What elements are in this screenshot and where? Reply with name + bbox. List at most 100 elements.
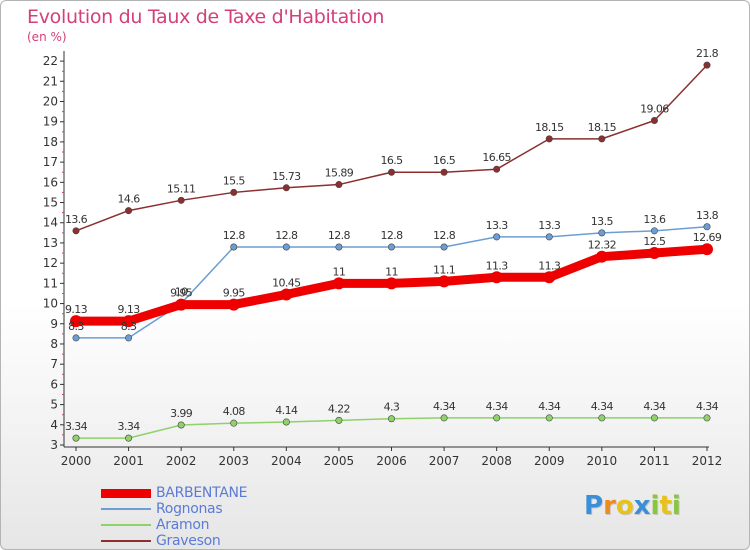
data-label: 4.34 [643,400,666,413]
y-tick-label: 4 [50,418,58,432]
data-label: 4.34 [486,400,509,413]
data-label: 15.11 [167,182,196,195]
data-label: 16.5 [380,154,403,167]
data-point [650,414,658,422]
data-label: 11.3 [486,259,509,272]
data-label: 18.15 [535,121,564,134]
data-label: 3.34 [65,420,88,433]
chart-title: Evolution du Taux de Taxe d'Habitation [27,6,385,28]
data-point [122,315,135,328]
data-point [598,229,606,237]
data-point [385,277,398,290]
data-point [227,298,240,311]
data-point [282,418,290,426]
data-point [230,419,238,427]
y-tick-label: 16 [43,175,58,189]
proxiti-logo: Proxiti [584,491,681,521]
data-label: 10.45 [272,276,301,289]
x-tick-label: 2005 [324,454,355,468]
data-point [177,421,185,429]
data-point [282,243,290,251]
data-label: 11 [385,265,398,278]
data-label: 19.06 [640,103,669,116]
data-label: 8.3 [121,320,137,333]
data-label: 4.3 [384,401,400,414]
data-point [125,434,133,442]
data-label: 13.3 [538,219,561,232]
data-point [493,233,501,241]
data-label: 12.8 [380,229,403,242]
data-label: 4.34 [696,400,719,413]
data-label: 13.6 [65,213,88,226]
data-point [438,275,451,288]
data-label: 11.3 [538,259,561,272]
data-label: 11 [333,265,346,278]
logo-letter: t [659,491,672,521]
data-label: 12.8 [328,229,351,242]
x-tick-label: 2007 [429,454,460,468]
data-point [545,135,553,143]
data-label: 16.65 [482,151,511,164]
x-tick-label: 2012 [692,454,723,468]
data-point [543,271,556,284]
chart-axes: 3 4 5 6 7 8 9 10 11 12 13 14 15 16 17 18 19 20 21 22 2000 200… [43,51,723,468]
data-label: 12.8 [433,229,456,242]
data-point [332,277,345,290]
data-label: 18.15 [588,121,617,134]
y-tick-label: 22 [43,54,58,68]
data-point [703,223,711,231]
y-tick-label: 8 [50,337,58,351]
data-point [72,334,80,342]
data-label: 4.08 [223,405,246,418]
data-point [703,61,711,69]
data-point [230,243,238,251]
data-label: 4.22 [328,402,350,415]
data-label: 13.8 [696,209,719,222]
legend-swatch [101,489,151,498]
data-label: 13.3 [486,219,509,232]
y-tick-label: 18 [43,135,58,149]
data-point [280,288,293,301]
data-label: 13.6 [643,213,666,226]
x-tick-label: 2006 [376,454,407,468]
y-tick-label: 10 [43,297,58,311]
data-label: 15.5 [223,174,246,187]
data-label: 10 [175,286,188,299]
data-label: 13.5 [591,215,614,228]
data-point [335,416,343,424]
chart-series [70,61,713,442]
y-tick-label: 11 [43,276,58,290]
y-tick-label: 15 [43,196,58,210]
logo-letter: x [633,491,651,521]
data-point [387,168,395,176]
y-tick-label: 5 [50,398,58,412]
data-label: 4.34 [433,400,456,413]
data-point [545,233,553,241]
data-point [72,434,80,442]
data-point [703,414,711,422]
data-point [125,334,133,342]
data-label: 15.89 [325,167,354,180]
y-tick-label: 3 [50,438,58,452]
logo-letter: o [615,491,634,521]
data-point [282,184,290,192]
data-point [545,414,553,422]
logo-letter: P [584,491,604,521]
data-point [440,243,448,251]
data-label: 9.13 [65,303,88,316]
y-tick-label: 14 [43,216,58,230]
data-label: 9.95 [223,287,246,300]
data-label: 11.1 [433,263,455,276]
data-label: 4.34 [538,400,561,413]
legend-swatch [101,508,151,510]
legend-label: BARBENTANE [156,485,248,501]
data-point [335,181,343,189]
data-point [175,298,188,311]
series-barbentane [70,243,713,328]
x-tick-label: 2011 [639,454,670,468]
data-point [490,271,503,284]
chart-unit-label: (en %) [27,30,67,44]
data-label: 4.34 [591,400,614,413]
y-tick-label: 21 [43,74,58,88]
